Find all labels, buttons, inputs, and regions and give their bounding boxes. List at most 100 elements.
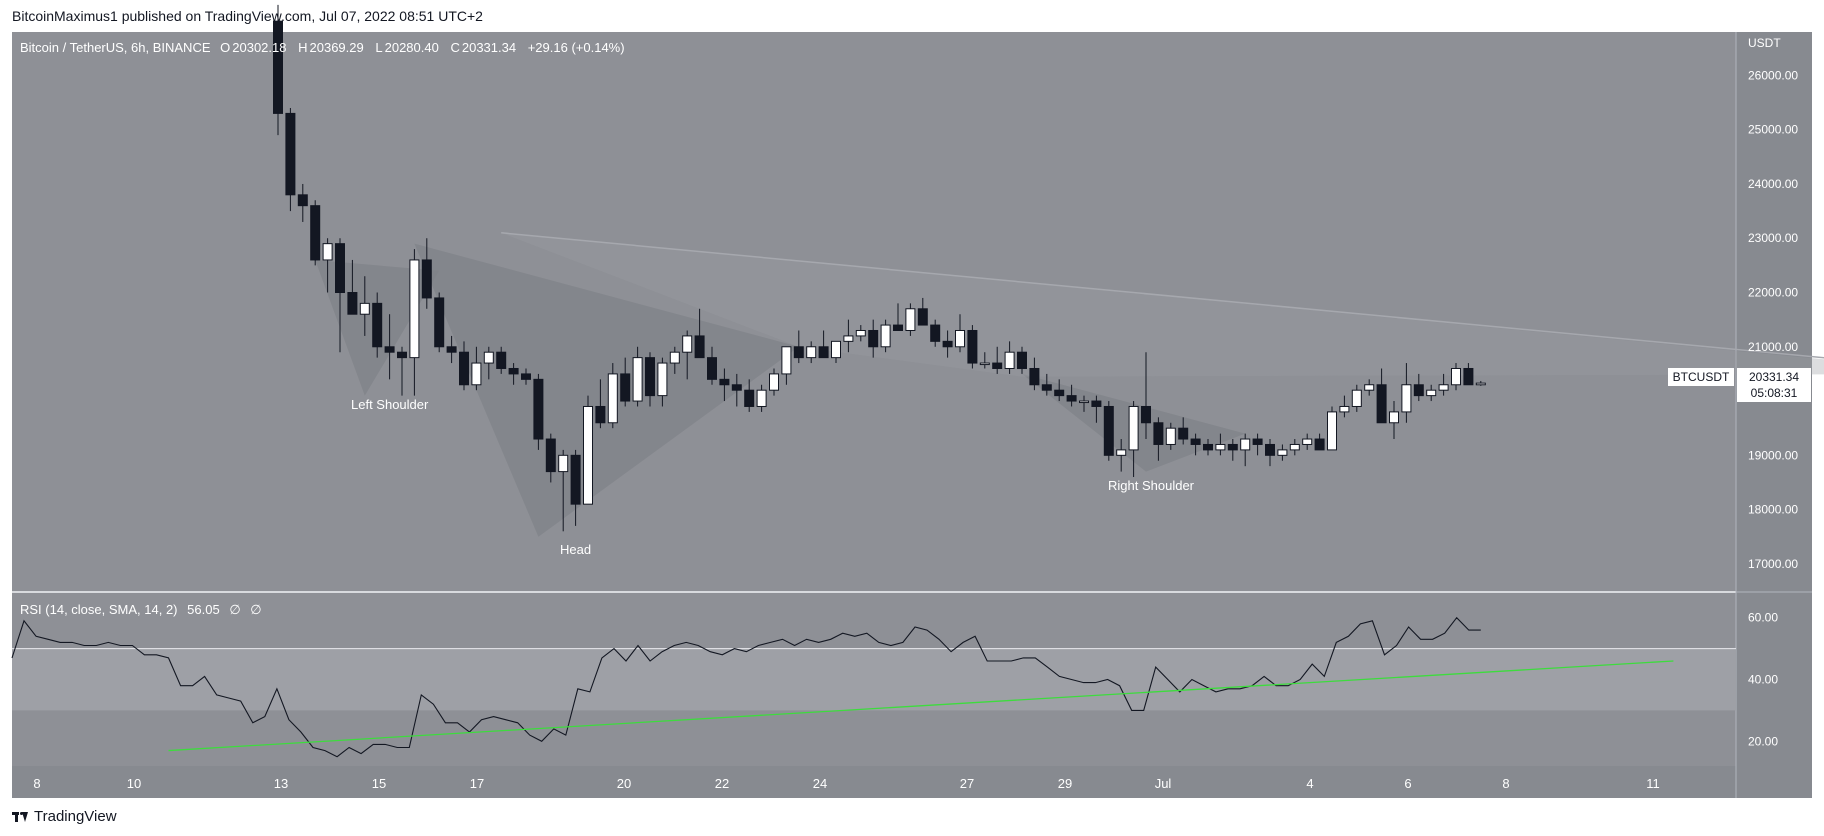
candle: [1190, 433, 1201, 456]
head-shape: [414, 243, 799, 537]
candle: [831, 340, 841, 364]
candle: [1451, 363, 1461, 391]
candle: [322, 238, 333, 293]
candle: [1227, 439, 1238, 461]
candle: [1252, 433, 1263, 456]
time-tick-label: 13: [274, 776, 288, 791]
candle: [1029, 357, 1040, 391]
low-label: L: [375, 40, 383, 55]
candle: [521, 368, 531, 385]
open-value: 20302.18: [232, 40, 287, 55]
candle: [1463, 363, 1474, 386]
open-label: O: [220, 40, 231, 55]
candle: [558, 449, 569, 532]
candle: [707, 346, 717, 385]
candle: [942, 330, 953, 358]
candle: [1116, 439, 1127, 472]
high-label: H: [298, 40, 308, 55]
rsi-label[interactable]: RSI (14, close, SMA, 14, 2): [20, 602, 178, 617]
candle: [620, 357, 631, 407]
candle: [1289, 439, 1300, 456]
time-tick-label: 24: [813, 776, 827, 791]
time-axis-ticks: 8 10 13 15 17 20 22 24 27 29 Jul 4 6 8 11: [33, 776, 1659, 791]
rsi-value: 56.05: [187, 602, 220, 617]
candle: [682, 330, 693, 380]
publisher-line: BitcoinMaximus1 published on TradingView…: [12, 8, 483, 24]
candle: [868, 319, 879, 358]
price-tick-label: 25000.00: [1748, 123, 1798, 137]
candle: [793, 330, 804, 364]
candle: [1215, 433, 1226, 456]
price-tick-label: 19000.00: [1748, 448, 1798, 462]
candle: [1004, 341, 1015, 374]
candle: [1314, 433, 1325, 451]
candle: [285, 107, 296, 212]
price-tick-label: 18000.00: [1748, 503, 1798, 517]
candle: [1327, 406, 1337, 451]
candle: [409, 249, 420, 396]
candles: [273, 4, 1486, 532]
candle: [297, 183, 308, 222]
candle: [930, 319, 941, 347]
price-tick-label: 23000.00: [1748, 231, 1798, 245]
high-value: 20369.29: [309, 40, 364, 55]
last-price-symbol: BTCUSDT: [1668, 368, 1734, 386]
candle: [397, 346, 407, 396]
candle: [818, 330, 829, 359]
candle: [1389, 401, 1399, 440]
candle: [1165, 422, 1176, 450]
candle: [483, 346, 494, 380]
price-tick-label: 24000.00: [1748, 177, 1798, 191]
candle: [1426, 384, 1437, 402]
candle: [694, 308, 705, 359]
time-tick-label: Jul: [1155, 776, 1172, 791]
candle: [979, 352, 990, 369]
candle: [806, 341, 817, 364]
candle: [1265, 439, 1275, 467]
candle: [1103, 401, 1114, 461]
candle: [880, 319, 891, 353]
neckline[interactable]: [501, 232, 1824, 374]
rsi-trendline[interactable]: [168, 660, 1674, 752]
candle: [645, 352, 655, 407]
last-price-value: 20331.34: [1737, 368, 1811, 386]
candle: [595, 379, 606, 429]
candle: [359, 276, 370, 336]
candle: [843, 319, 854, 353]
candle: [1128, 401, 1139, 478]
candle: [421, 238, 432, 309]
candle: [967, 325, 978, 369]
price-pane: [12, 32, 1736, 591]
low-value: 20280.40: [384, 40, 439, 55]
time-tick-label: 20: [617, 776, 631, 791]
footer-brand[interactable]: TradingView: [12, 808, 117, 825]
rsi-legend: RSI (14, close, SMA, 14, 2) 56.05 ∅ ∅: [20, 602, 262, 618]
candle: [1079, 395, 1089, 412]
candle: [1277, 444, 1288, 461]
candle: [1141, 352, 1151, 440]
trading-chart[interactable]: 26000.00 25000.00 24000.00 23000.00 22000.00…: [0, 0, 1824, 800]
candle: [1438, 373, 1449, 396]
time-tick-label: 15: [372, 776, 386, 791]
symbol-title[interactable]: Bitcoin / TetherUS, 6h, BINANCE: [20, 40, 211, 55]
candle: [1339, 395, 1350, 418]
candle: [1041, 373, 1052, 396]
price-axis-unit: USDT: [1748, 36, 1781, 50]
price-axis-ticks: 26000.00 25000.00 24000.00 23000.00 22000.00…: [1748, 68, 1798, 570]
candle: [893, 303, 903, 331]
candle: [434, 292, 445, 353]
candle: [372, 292, 383, 358]
candle: [446, 335, 457, 364]
candle: [273, 4, 283, 136]
candle: [719, 368, 730, 402]
time-tick-label: 8: [1502, 776, 1509, 791]
time-tick-label: 10: [127, 776, 141, 791]
candle: [905, 303, 916, 336]
time-tick-label: 6: [1404, 776, 1411, 791]
symbol-legend: Bitcoin / TetherUS, 6h, BINANCE O 20302.1…: [20, 40, 625, 55]
candle: [335, 238, 345, 353]
candle: [1017, 346, 1027, 374]
candle: [756, 384, 767, 412]
candle: [496, 346, 507, 374]
